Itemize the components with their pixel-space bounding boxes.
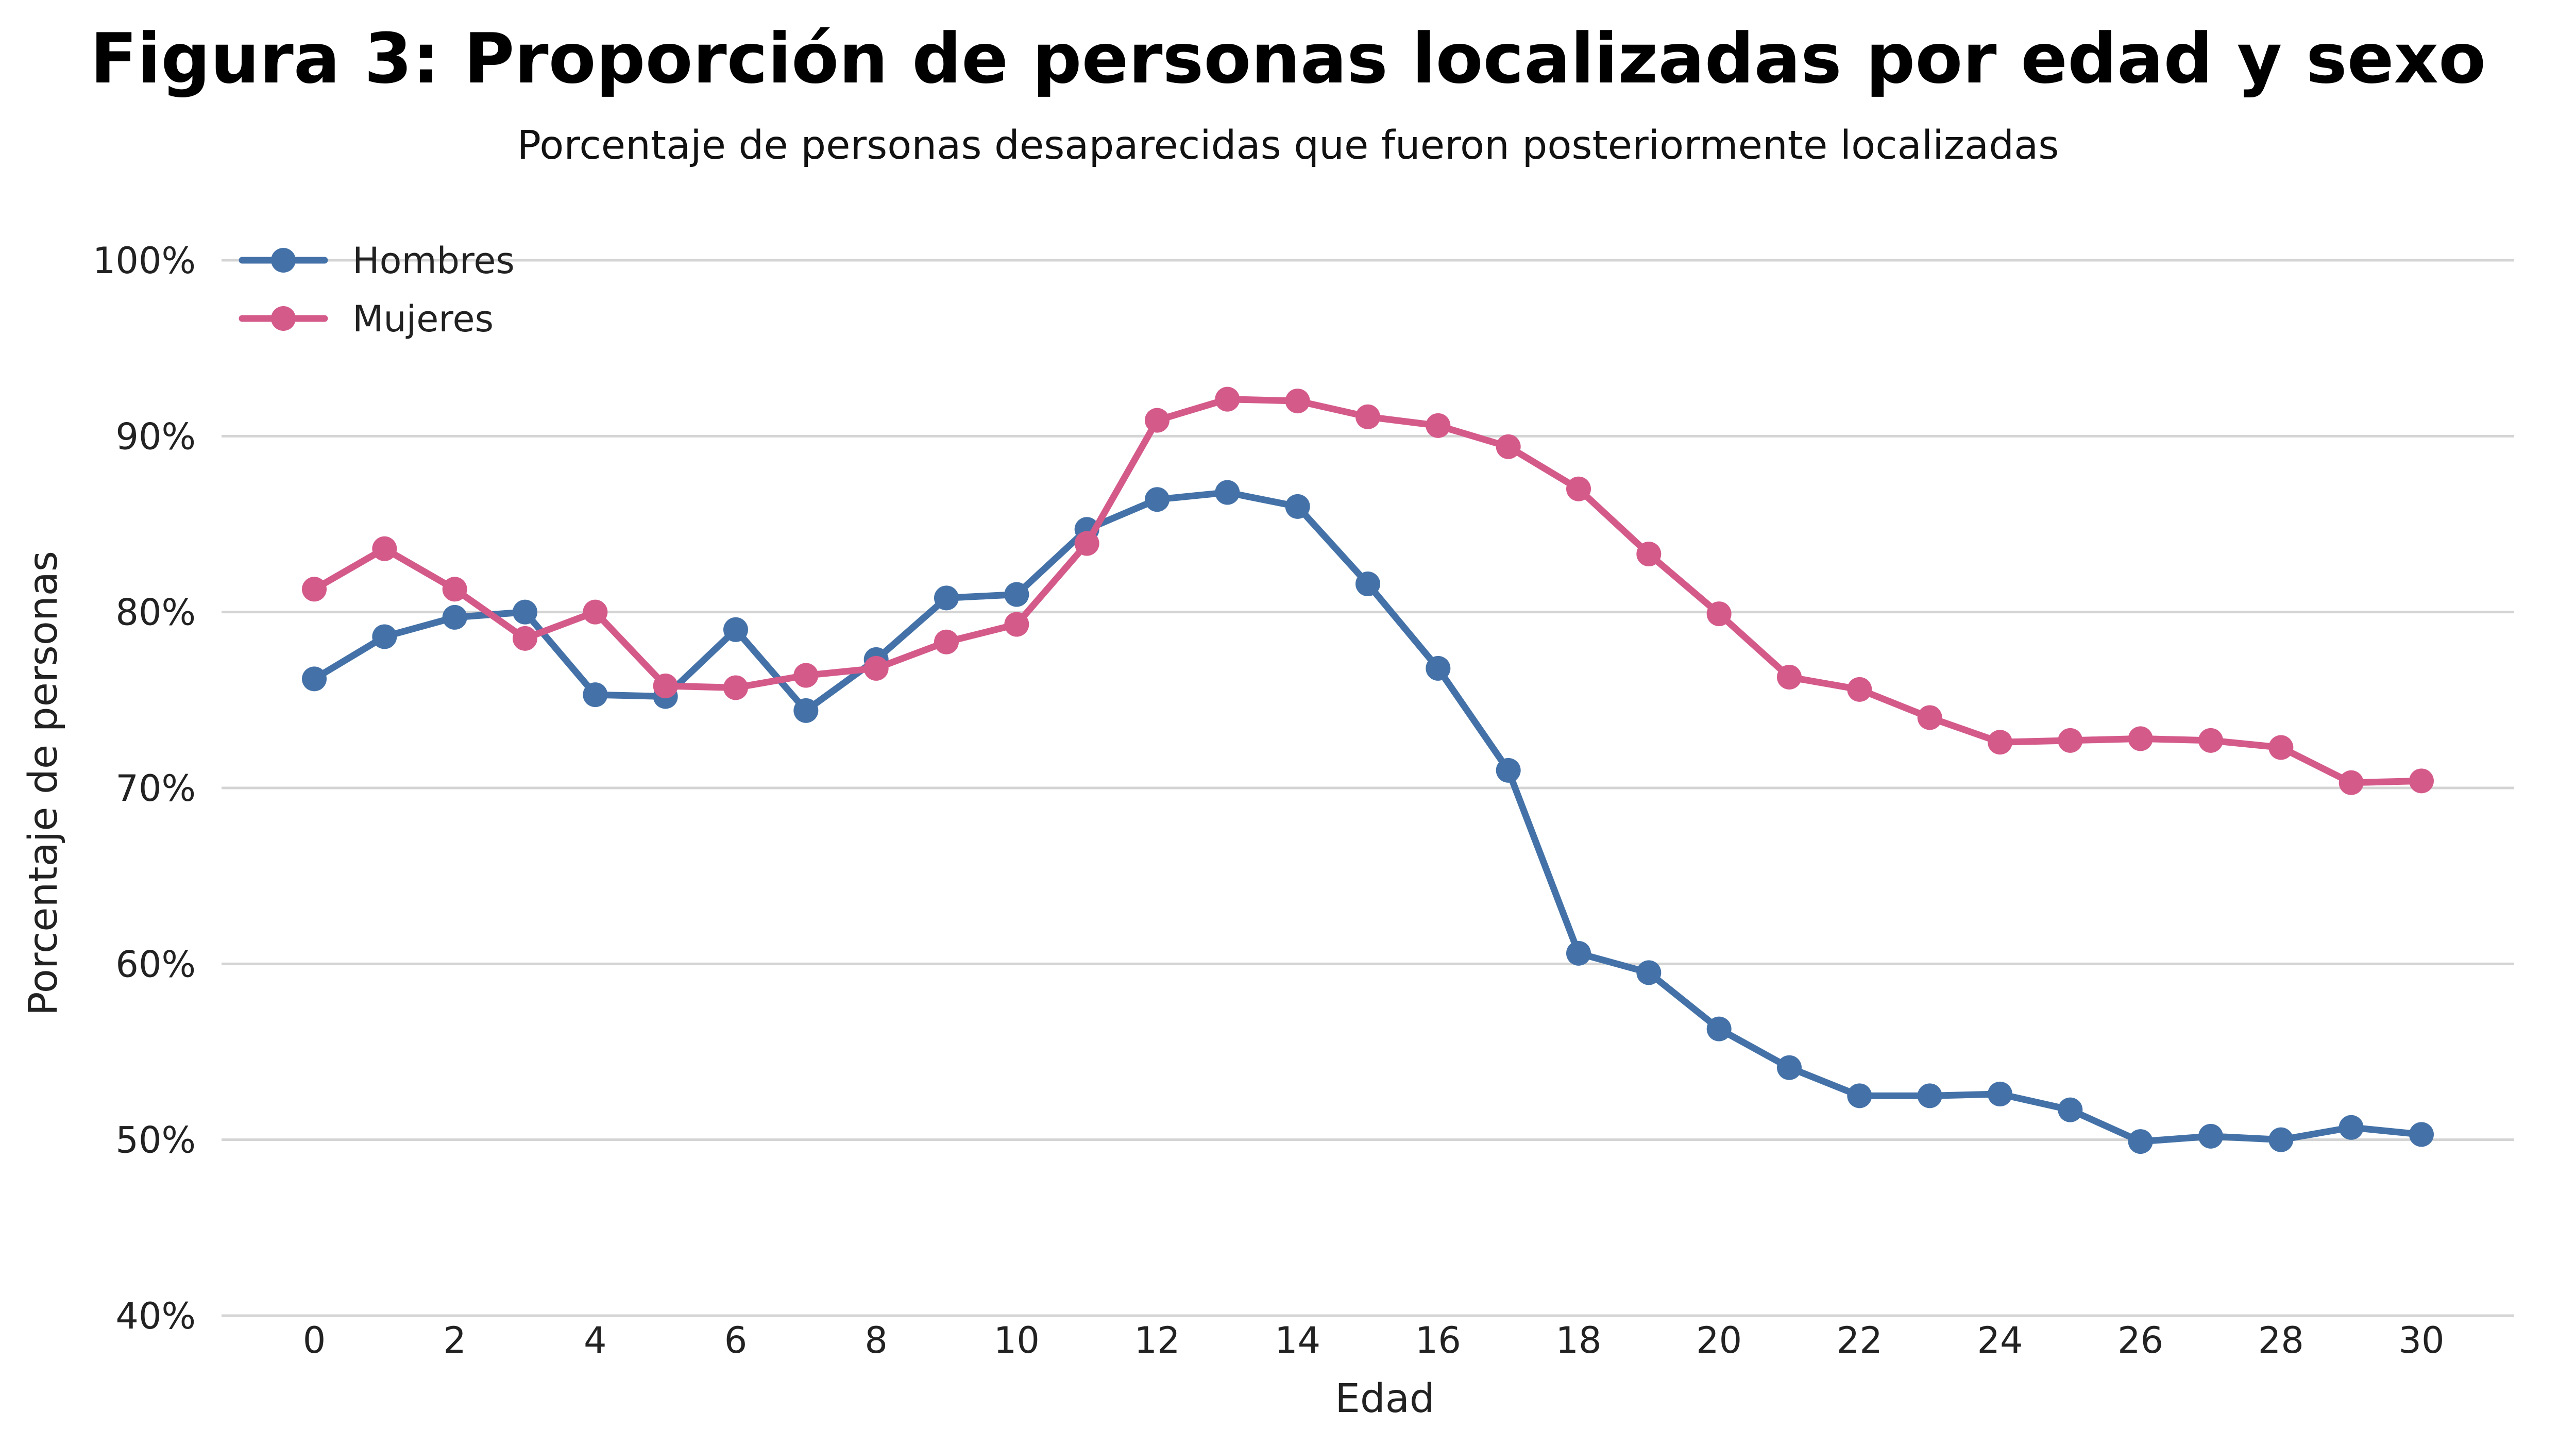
data-point (1004, 612, 1029, 637)
data-point (1426, 656, 1451, 681)
data-point (1004, 582, 1029, 607)
data-point (1074, 531, 1099, 556)
x-tick-label: 30 (2398, 1319, 2444, 1362)
legend-item: Mujeres (239, 298, 494, 340)
data-point (1285, 389, 1310, 414)
data-point (1145, 408, 1170, 433)
y-axis-label: Porcentaje de personas (21, 551, 66, 1016)
data-point (1777, 1055, 1802, 1080)
data-point (1566, 940, 1591, 966)
x-axis-ticks: 0 2 4 6 8 10 12 14 16 18 20 22 24 26 28 30 (303, 1319, 2445, 1362)
x-tick-label: 26 (2117, 1319, 2163, 1362)
data-point (723, 617, 748, 642)
x-tick-label: 16 (1415, 1319, 1461, 1362)
x-tick-label: 10 (994, 1319, 1040, 1362)
x-tick-label: 14 (1275, 1319, 1320, 1362)
data-point (2198, 1123, 2223, 1149)
data-point (1917, 705, 1942, 730)
data-point (2338, 770, 2364, 795)
data-point (372, 624, 397, 649)
data-point (583, 599, 608, 625)
x-tick-label: 24 (1977, 1319, 2023, 1362)
data-point (2409, 768, 2434, 794)
data-point (1706, 1016, 1732, 1041)
legend-label: Hombres (352, 240, 515, 282)
chart-subtitle: Porcentaje de personas desaparecidas que… (517, 123, 2059, 169)
y-tick-label: 50% (115, 1119, 196, 1162)
data-point (1355, 404, 1380, 429)
x-tick-label: 0 (303, 1319, 326, 1362)
data-point (1988, 730, 2012, 755)
data-point (302, 577, 327, 602)
data-point (513, 626, 537, 651)
y-tick-label: 70% (115, 767, 196, 810)
x-axis-label: Edad (1335, 1376, 1435, 1422)
data-point (2198, 728, 2223, 753)
x-tick-label: 20 (1696, 1319, 1742, 1362)
data-point (1636, 542, 1662, 567)
data-point (653, 674, 678, 699)
legend-item: Hombres (239, 240, 515, 282)
series-hombres (302, 480, 2434, 1154)
x-tick-label: 18 (1555, 1319, 1601, 1362)
data-point (934, 585, 959, 611)
legend: Hombres Mujeres (239, 240, 515, 340)
data-point (1777, 664, 1802, 690)
data-point (1145, 487, 1170, 512)
legend-swatch-marker (271, 306, 296, 331)
series-mujeres (302, 387, 2434, 795)
y-tick-label: 60% (115, 943, 196, 985)
data-point (1426, 413, 1451, 438)
data-point (2058, 728, 2083, 753)
data-point (1355, 572, 1380, 597)
x-tick-label: 6 (724, 1319, 748, 1362)
data-point (1215, 480, 1240, 505)
data-point (2058, 1097, 2083, 1122)
data-point (1847, 677, 1872, 702)
data-point (513, 599, 537, 625)
data-point (1496, 758, 1521, 783)
data-point (442, 577, 467, 602)
data-point (1215, 387, 1240, 412)
data-point (934, 629, 959, 654)
y-tick-label: 40% (115, 1295, 196, 1337)
x-tick-label: 22 (1837, 1319, 1883, 1362)
data-point (302, 666, 327, 692)
series-layer (302, 387, 2434, 1154)
x-tick-label: 4 (584, 1319, 607, 1362)
data-point (2409, 1122, 2434, 1147)
data-point (1706, 601, 1732, 627)
data-point (1566, 476, 1591, 501)
data-point (2268, 735, 2294, 760)
data-point (442, 604, 467, 630)
data-point (2338, 1115, 2364, 1140)
chart-title: Figura 3: Proporción de personas localiz… (90, 19, 2486, 99)
y-tick-label: 100% (93, 240, 196, 282)
x-tick-label: 8 (865, 1319, 888, 1362)
data-point (723, 675, 748, 700)
data-point (793, 663, 819, 688)
legend-swatch-marker (271, 248, 296, 273)
data-point (1496, 434, 1521, 459)
data-point (1847, 1083, 1872, 1108)
y-tick-label: 90% (115, 415, 196, 458)
y-tick-label: 80% (115, 592, 196, 634)
x-tick-label: 2 (443, 1319, 466, 1362)
data-point (372, 536, 397, 561)
data-point (793, 698, 819, 723)
data-point (2128, 726, 2153, 751)
legend-label: Mujeres (352, 298, 494, 340)
data-point (2128, 1129, 2153, 1154)
data-point (1636, 960, 1662, 985)
y-axis-ticks: 40% 50% 60% 70% 80% 90% 100% (93, 240, 196, 1337)
x-tick-label: 28 (2258, 1319, 2304, 1362)
data-point (863, 656, 889, 681)
data-point (1988, 1081, 2012, 1106)
data-point (1917, 1083, 1942, 1108)
data-point (2268, 1127, 2294, 1152)
x-tick-label: 12 (1134, 1319, 1180, 1362)
data-point (1285, 494, 1310, 519)
data-point (583, 682, 608, 708)
